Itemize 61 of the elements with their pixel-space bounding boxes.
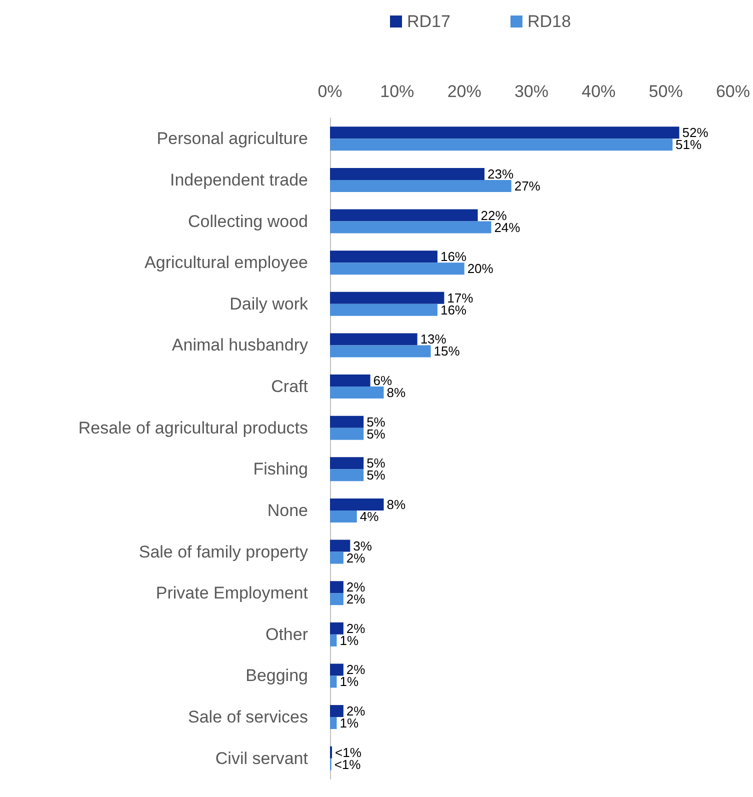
bar bbox=[330, 676, 337, 688]
bar bbox=[330, 457, 364, 470]
bar bbox=[330, 386, 384, 399]
y-tick-label: Craft bbox=[271, 377, 308, 396]
data-label: 4% bbox=[360, 508, 380, 524]
data-label: 27% bbox=[514, 178, 541, 194]
bar bbox=[330, 428, 364, 440]
y-tick-label: Collecting wood bbox=[188, 212, 308, 231]
x-tick-label: 0% bbox=[318, 82, 342, 101]
y-tick-label: None bbox=[267, 500, 308, 520]
bar bbox=[330, 469, 364, 482]
y-tick-label: Private Employment bbox=[156, 584, 308, 603]
bar bbox=[330, 552, 344, 564]
bar bbox=[330, 498, 384, 510]
bar bbox=[330, 510, 357, 522]
bar bbox=[330, 221, 492, 234]
y-tick-label: Resale of agricultural products bbox=[78, 418, 308, 438]
bar bbox=[330, 581, 344, 594]
y-tick-label: Personal agriculture bbox=[156, 129, 308, 148]
y-tick-label: Agricultural employee bbox=[144, 253, 308, 272]
data-label: 20% bbox=[467, 261, 494, 276]
x-tick-label: 60% bbox=[716, 82, 750, 101]
bar bbox=[330, 622, 344, 634]
y-tick-label: Begging bbox=[246, 666, 308, 686]
x-tick-label: 10% bbox=[380, 82, 414, 101]
legend-label: RD18 bbox=[527, 12, 571, 31]
bar bbox=[330, 209, 478, 222]
data-label: 16% bbox=[440, 249, 467, 264]
bar bbox=[330, 634, 337, 646]
bar bbox=[330, 540, 350, 552]
bar bbox=[330, 138, 673, 151]
bar bbox=[330, 717, 337, 730]
y-tick-label: Sale of services bbox=[188, 708, 308, 727]
x-tick-label: 30% bbox=[514, 82, 549, 101]
y-tick-label: Fishing bbox=[253, 460, 308, 479]
bar bbox=[330, 168, 484, 180]
data-label: 8% bbox=[386, 496, 406, 512]
y-tick-label: Independent trade bbox=[170, 170, 308, 190]
bar bbox=[330, 333, 418, 346]
data-label: 23% bbox=[487, 166, 514, 182]
y-tick-label: Daily work bbox=[230, 294, 308, 314]
bar bbox=[330, 304, 438, 316]
y-tick-label: Civil servant bbox=[215, 748, 308, 768]
y-tick-label: Animal husbandry bbox=[172, 336, 308, 355]
bar bbox=[330, 416, 364, 428]
bar bbox=[330, 705, 344, 718]
x-tick-label: 20% bbox=[447, 82, 482, 101]
bar bbox=[330, 664, 344, 676]
bar bbox=[330, 180, 512, 192]
bar bbox=[330, 374, 370, 387]
bar bbox=[330, 345, 431, 358]
legend-label: RD17 bbox=[407, 12, 450, 31]
bar bbox=[330, 593, 344, 606]
x-tick-label: 40% bbox=[582, 82, 616, 101]
bar bbox=[330, 126, 680, 139]
y-tick-label: Other bbox=[265, 624, 308, 644]
bar bbox=[330, 250, 438, 263]
y-tick-label: Sale of family property bbox=[138, 542, 308, 562]
bar bbox=[330, 292, 444, 304]
x-tick-label: 50% bbox=[648, 82, 683, 101]
bar bbox=[330, 262, 464, 275]
